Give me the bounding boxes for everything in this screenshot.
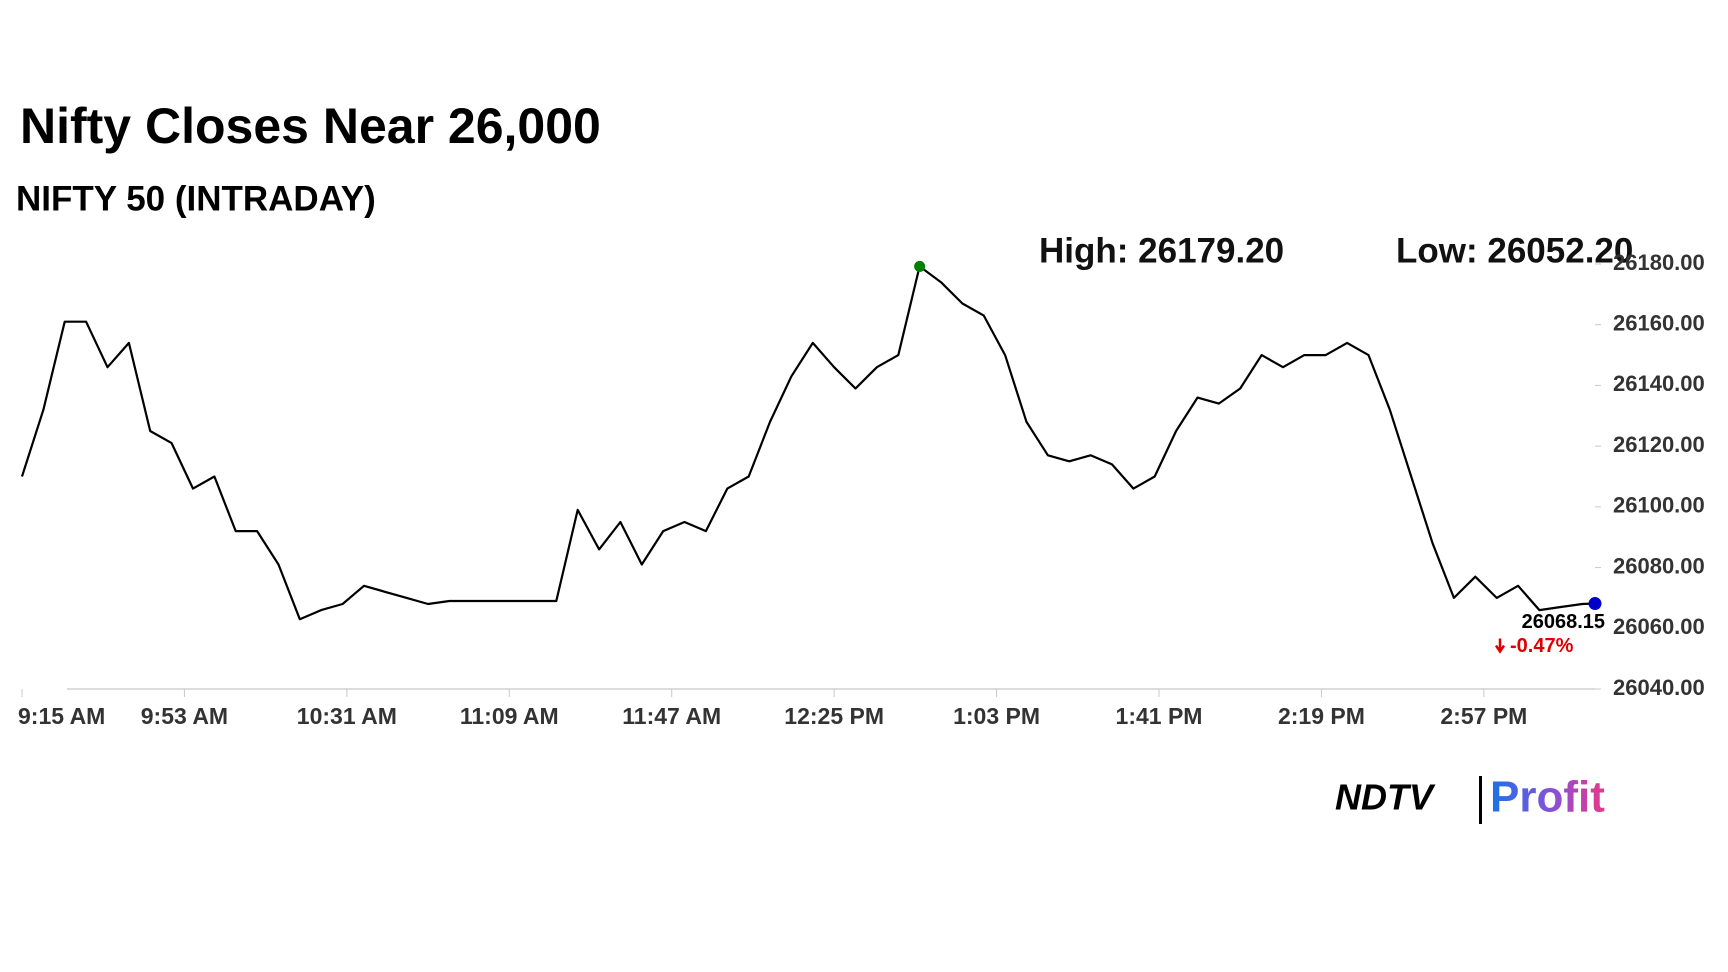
low-label: Low: 26052.20 [1396,231,1633,270]
y-tick-label: 26120.00 [1613,432,1705,457]
y-tick-label: 26100.00 [1613,493,1705,518]
logo-profit: Profit [1490,773,1605,822]
x-tick-label: 11:09 AM [460,703,559,729]
x-tick-label: 2:57 PM [1440,703,1527,729]
high-marker [914,260,926,272]
chart-title: Nifty Closes Near 26,000 [20,98,601,154]
change-label: -0.47% [1510,635,1574,657]
x-tick-label: 2:19 PM [1278,703,1365,729]
y-tick-label: 26060.00 [1613,614,1705,639]
chart-subtitle: NIFTY 50 (INTRADAY) [16,179,376,218]
y-tick-label: 26180.00 [1613,250,1705,275]
x-tick-label: 9:15 AM [18,703,105,729]
x-tick-label: 1:03 PM [953,703,1040,729]
y-tick-label: 26160.00 [1613,311,1705,336]
logo: NDTV Profit [1335,773,1605,824]
down-arrow [1494,638,1506,654]
last-marker [1588,597,1602,611]
x-tick-label: 12:25 PM [784,703,884,729]
y-tick-label: 26040.00 [1613,675,1705,700]
logo-divider [1479,776,1482,824]
logo-ndtv: NDTV [1335,777,1436,818]
last-value-label: 26068.15 [1522,611,1605,633]
x-tick-label: 11:47 AM [622,703,721,729]
y-tick-label: 26140.00 [1613,371,1705,396]
high-label: High: 26179.20 [1039,231,1284,270]
x-tick-label: 1:41 PM [1116,703,1203,729]
x-tick-label: 9:53 AM [141,703,228,729]
price-line [20,265,1596,621]
plot: 26040.00 26060.00 26080.00 26100.00 26120.00… [18,250,1705,729]
y-tick-label: 26080.00 [1613,553,1705,578]
x-tick-label: 10:31 AM [297,703,397,729]
